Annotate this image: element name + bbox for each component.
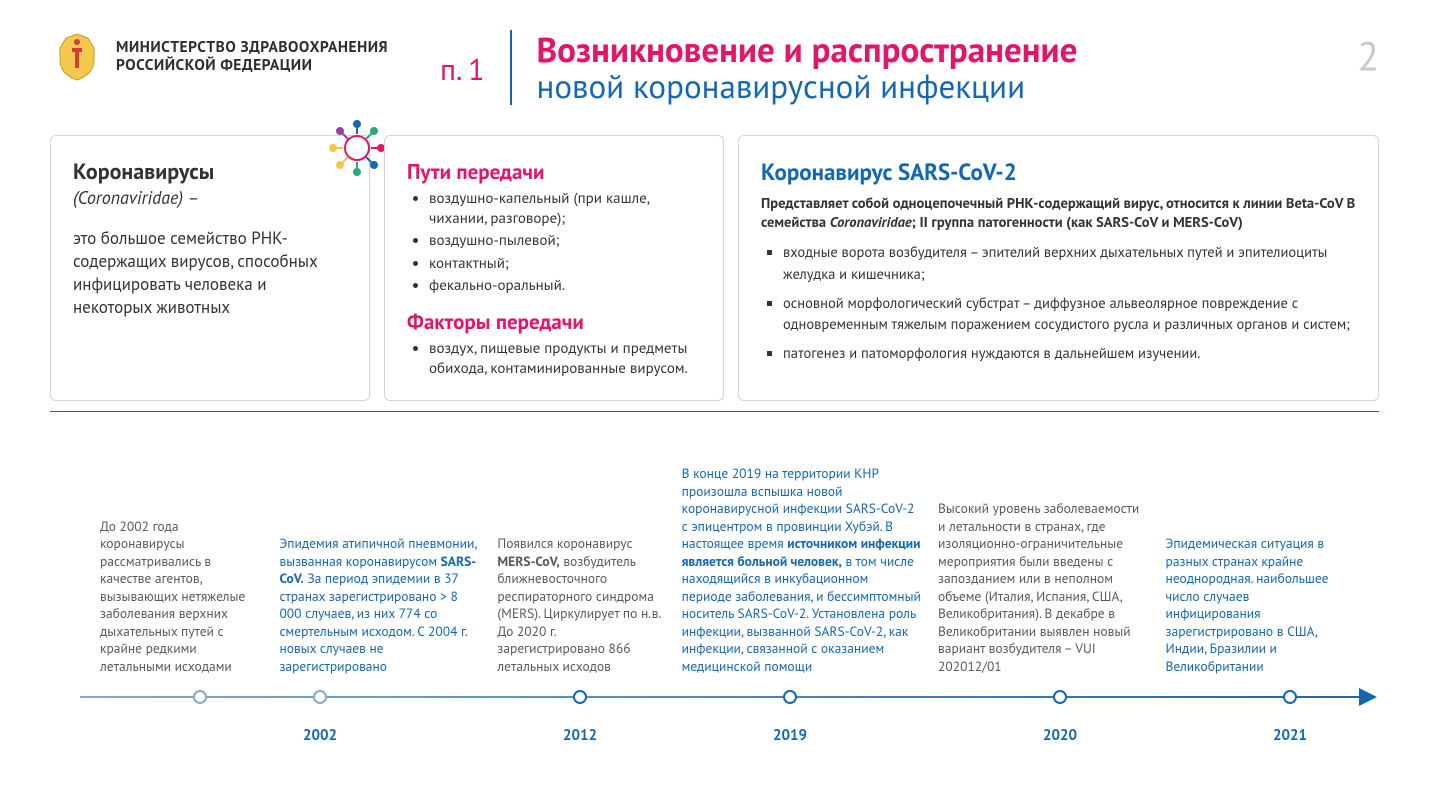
card3-lead-italic: Coronaviridae bbox=[830, 213, 912, 232]
timeline-year: 2021 bbox=[1273, 726, 1307, 745]
timeline-year: 2020 bbox=[1043, 726, 1077, 745]
logo-block: МИНИСТЕРСТВО ЗДРАВООХРАНЕНИЯ РОССИЙСКОЙ … bbox=[50, 30, 410, 84]
list-item: контактный; bbox=[429, 254, 701, 274]
list-item: входные ворота возбудителя – эпителий ве… bbox=[783, 242, 1356, 284]
timeline-dot bbox=[1283, 690, 1297, 704]
timeline-col: В конце 2019 на территории КНР произошла… bbox=[682, 465, 922, 676]
card3-lead: Представляет собой одноцепочечный РНК-со… bbox=[761, 195, 1356, 233]
axis-arrow-icon bbox=[1359, 688, 1377, 706]
card2-list-1: воздушно-капельный (при кашле, чихании, … bbox=[407, 189, 701, 296]
card2-list-2: воздух, пищевые продукты и предметы обих… bbox=[407, 339, 701, 380]
card1-body: это большое семейство РНК-содержащих вир… bbox=[73, 227, 347, 319]
card-transmission: Пути передачи воздушно-капельный (при ка… bbox=[384, 135, 724, 401]
card-coronaviruses: Коронавирусы (Coronaviridae) – это больш… bbox=[50, 135, 370, 401]
timeline-texts: До 2002 года коронавирусы рассматривалис… bbox=[100, 426, 1329, 686]
card3-lead-2: ; II группа патогенности (как SARS-CoV и… bbox=[912, 213, 1243, 232]
timeline-years: 2002 2012 2019 2020 2021 bbox=[100, 726, 1329, 750]
virus-icon bbox=[329, 120, 385, 176]
card-sarscov2: Коронавирус SARS-CoV-2 Представляет собо… bbox=[738, 135, 1379, 401]
timeline: До 2002 года коронавирусы рассматривалис… bbox=[50, 411, 1379, 750]
page-number: 2 bbox=[1337, 30, 1379, 82]
list-item: воздушно-капельный (при кашле, чихании, … bbox=[429, 189, 701, 230]
timeline-col: Эпидемическая ситуация в разных странах … bbox=[1166, 535, 1329, 675]
list-item: воздух, пищевые продукты и предметы обих… bbox=[429, 339, 701, 380]
timeline-col: Высокий уровень заболеваемости и летальн… bbox=[938, 500, 1150, 675]
card1-title: Коронавирусы bbox=[73, 158, 347, 186]
timeline-col: Эпидемия атипичной пневмонии, вызванная … bbox=[279, 535, 481, 675]
title-block: Возникновение и распространение новой ко… bbox=[537, 30, 1338, 105]
list-item: основной морфологический субстрат – дифф… bbox=[783, 293, 1356, 335]
card2-heading-1: Пути передачи bbox=[407, 158, 701, 185]
timeline-dot bbox=[313, 690, 327, 704]
card3-list: входные ворота возбудителя – эпителий ве… bbox=[761, 242, 1356, 363]
timeline-dot bbox=[1053, 690, 1067, 704]
title-line-1: Возникновение и распространение bbox=[537, 30, 1338, 69]
slide-header: МИНИСТЕРСТВО ЗДРАВООХРАНЕНИЯ РОССИЙСКОЙ … bbox=[0, 0, 1429, 115]
timeline-year: 2002 bbox=[303, 726, 337, 745]
list-item: патогенез и патоморфология нуждаются в д… bbox=[783, 343, 1356, 364]
timeline-dot bbox=[783, 690, 797, 704]
timeline-dot bbox=[193, 690, 207, 704]
title-line-2: новой коронавирусной инфекции bbox=[537, 69, 1338, 105]
timeline-dot bbox=[573, 690, 587, 704]
axis-line bbox=[80, 696, 1369, 698]
timeline-year: 2012 bbox=[563, 726, 597, 745]
emblem-icon bbox=[50, 30, 104, 84]
timeline-col: До 2002 года коронавирусы рассматривалис… bbox=[100, 518, 263, 676]
card1-subtitle: (Coronaviridae) – bbox=[73, 186, 347, 209]
card2-heading-2: Факторы передачи bbox=[407, 308, 701, 335]
card3-heading: Коронавирус SARS-CoV-2 bbox=[761, 158, 1356, 187]
org-name: МИНИСТЕРСТВО ЗДРАВООХРАНЕНИЯ РОССИЙСКОЙ … bbox=[116, 39, 410, 75]
timeline-axis bbox=[100, 690, 1329, 720]
list-item: воздушно-пылевой; bbox=[429, 231, 701, 251]
cards-row: Коронавирусы (Coronaviridae) – это больш… bbox=[0, 115, 1429, 411]
timeline-col: Появился коронавирус MERS-CoV, возбудите… bbox=[497, 535, 665, 675]
timeline-year: 2019 bbox=[773, 726, 807, 745]
section-number: п. 1 bbox=[410, 30, 512, 105]
list-item: фекально-оральный. bbox=[429, 276, 701, 296]
